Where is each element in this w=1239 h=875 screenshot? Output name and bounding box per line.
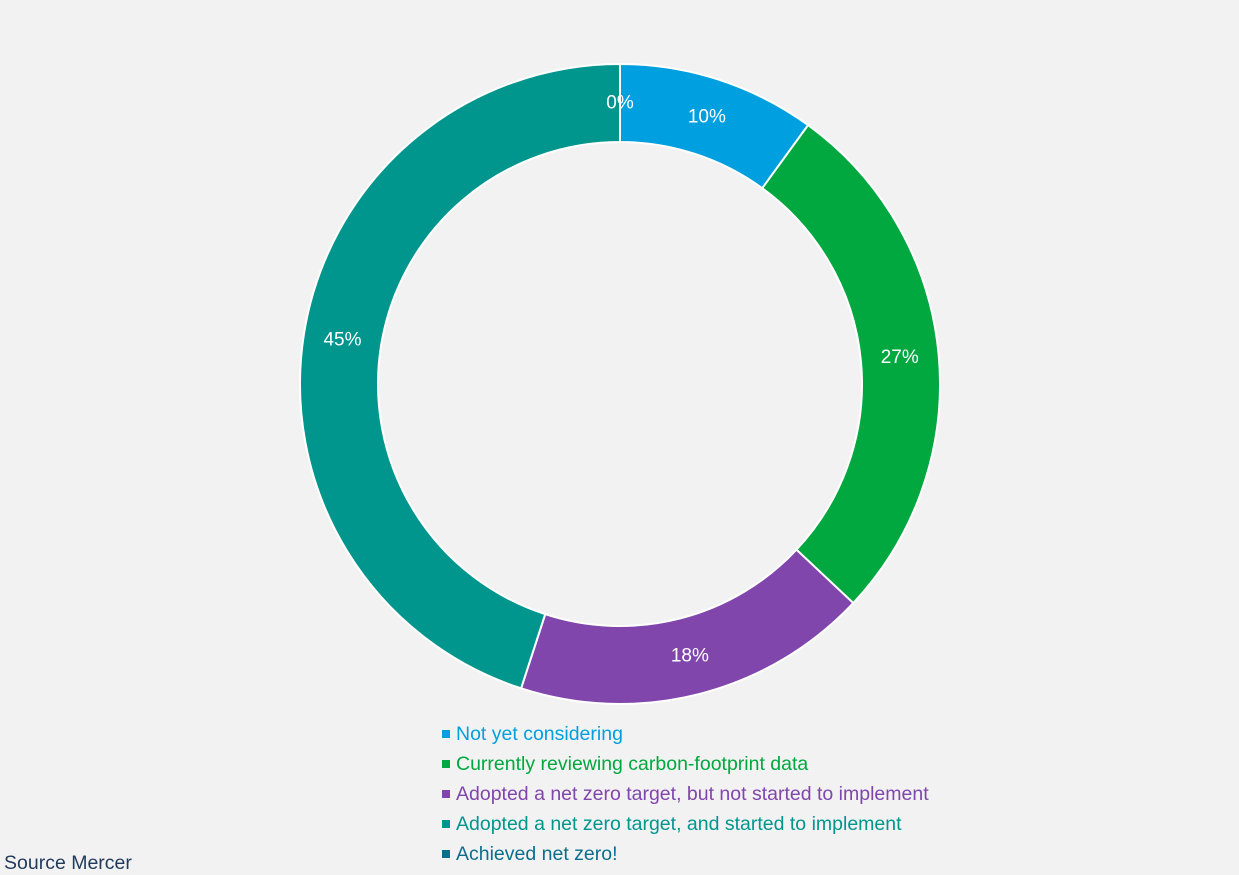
source-note: Source Mercer [4,852,132,874]
legend-item-currently-reviewing-carbon-footprint-data: Currently reviewing carbon-footprint dat… [442,749,929,779]
legend-label: Not yet considering [456,722,623,745]
donut-slice-adopted-a-net-zero-target-and-started-to-implement [299,62,621,690]
legend-item-adopted-a-net-zero-target-and-started-to-implement: Adopted a net zero target, and started t… [442,809,929,839]
data-label-not-yet-considering: 10% [688,106,726,127]
legend-item-not-yet-considering: Not yet considering [442,719,929,749]
legend-swatch [442,760,450,768]
donut-slice-adopted-a-net-zero-target-but-not-started-to-implement [519,548,855,705]
legend-swatch [442,850,450,858]
legend-swatch [442,820,450,828]
data-label-currently-reviewing-carbon-footprint-data: 27% [881,347,919,368]
legend-label: Achieved net zero! [456,842,618,865]
legend-swatch [442,730,450,738]
legend-swatch [442,790,450,798]
legend-item-adopted-a-net-zero-target-but-not-started-to-implement: Adopted a net zero target, but not start… [442,779,929,809]
data-label-adopted-a-net-zero-target-but-not-started-to-implement: 18% [671,646,709,667]
legend-label: Adopted a net zero target, and started t… [456,812,902,835]
data-label-achieved-net-zero: 0% [606,93,634,114]
donut-slice-currently-reviewing-carbon-footprint-data [760,123,941,605]
data-label-adopted-a-net-zero-target-and-started-to-implement: 45% [323,330,361,351]
legend-item-achieved-net-zero: Achieved net zero! [442,839,929,869]
legend-label: Adopted a net zero target, but not start… [456,782,929,805]
legend-label: Currently reviewing carbon-footprint dat… [456,752,809,775]
chart-legend: Not yet considering Currently reviewing c… [442,719,929,869]
